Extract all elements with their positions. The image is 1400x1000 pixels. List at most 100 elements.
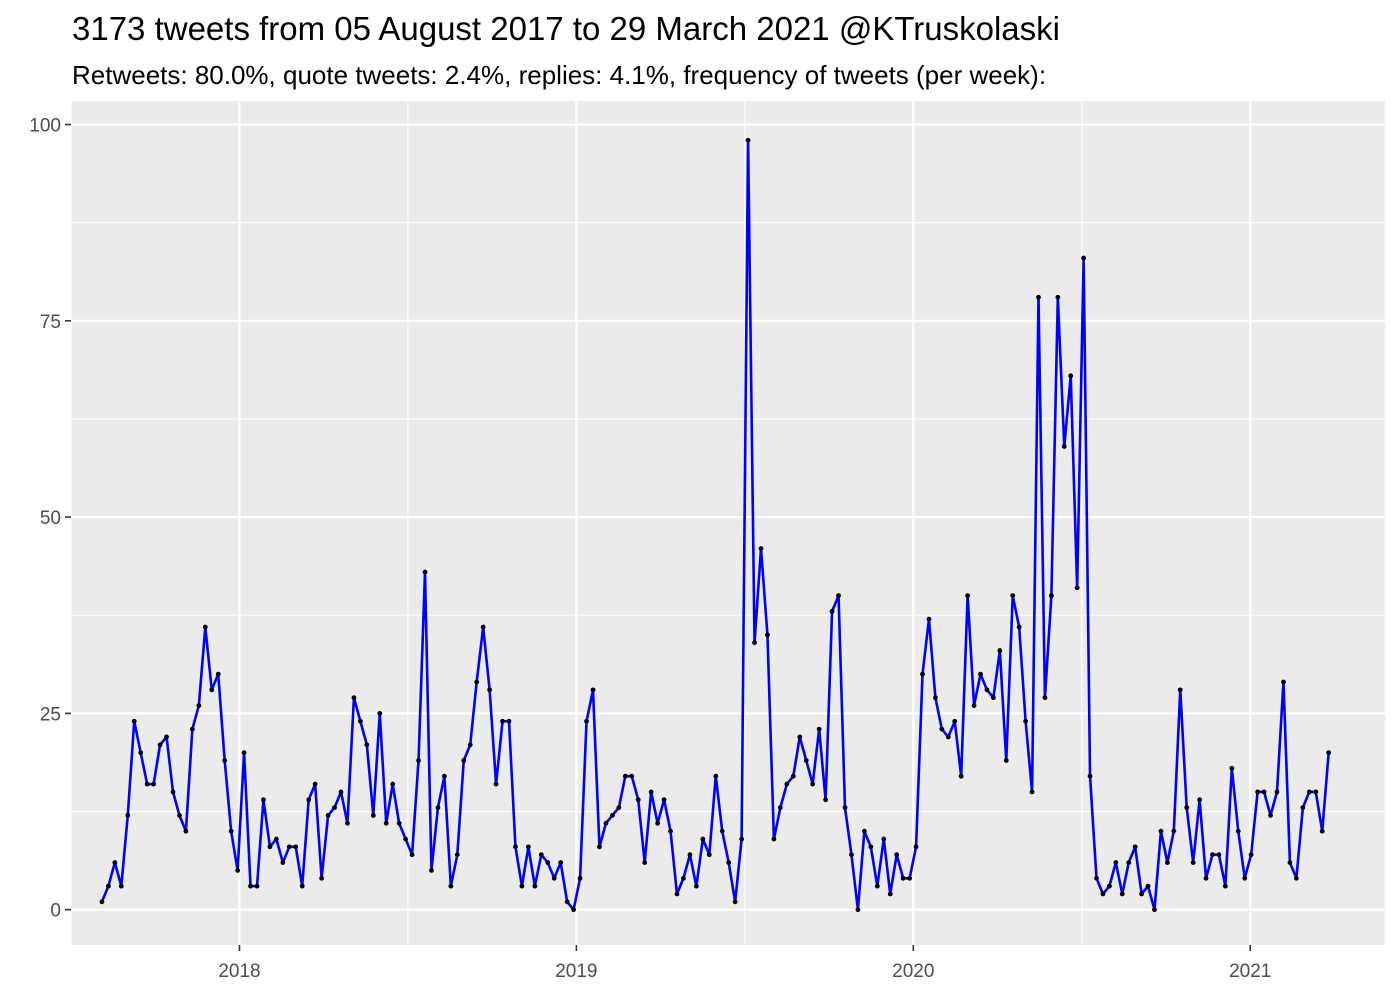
data-point bbox=[1242, 875, 1248, 881]
data-point bbox=[1023, 718, 1029, 724]
data-point bbox=[1326, 750, 1332, 756]
data-point bbox=[396, 820, 402, 826]
data-point bbox=[648, 789, 654, 795]
data-point bbox=[177, 813, 182, 818]
x-tick-label: 2019 bbox=[555, 961, 597, 982]
data-point bbox=[900, 875, 906, 881]
data-point bbox=[836, 593, 841, 599]
data-point bbox=[1010, 593, 1016, 599]
data-point bbox=[1074, 585, 1080, 591]
data-point bbox=[151, 781, 157, 787]
data-point bbox=[202, 624, 208, 630]
data-point bbox=[1197, 797, 1202, 803]
data-point bbox=[1087, 773, 1093, 779]
data-point bbox=[261, 797, 266, 803]
data-point bbox=[513, 844, 518, 850]
data-point bbox=[590, 687, 596, 693]
data-point bbox=[978, 671, 983, 677]
data-point bbox=[849, 852, 854, 858]
data-point bbox=[1287, 860, 1293, 865]
major-gridlines bbox=[71, 101, 1385, 945]
data-point bbox=[332, 805, 337, 810]
data-point bbox=[138, 750, 144, 756]
data-point bbox=[1145, 883, 1151, 889]
data-point bbox=[1119, 891, 1125, 897]
data-point bbox=[655, 820, 661, 826]
data-point bbox=[577, 875, 583, 881]
data-point bbox=[1210, 852, 1215, 858]
data-point bbox=[1235, 828, 1241, 834]
data-point bbox=[377, 710, 383, 716]
data-point bbox=[945, 734, 951, 740]
data-point bbox=[752, 640, 757, 646]
data-point bbox=[196, 703, 202, 708]
data-point bbox=[933, 695, 938, 701]
data-point bbox=[293, 844, 299, 850]
data-point bbox=[1177, 687, 1183, 693]
data-point bbox=[1081, 255, 1087, 261]
data-point bbox=[448, 883, 454, 889]
data-point bbox=[629, 773, 635, 779]
data-point bbox=[668, 828, 673, 834]
data-point bbox=[435, 805, 441, 810]
data-point bbox=[745, 137, 751, 143]
x-tick-label: 2018 bbox=[218, 961, 260, 982]
data-point bbox=[797, 734, 803, 740]
data-point bbox=[1164, 860, 1170, 865]
data-point bbox=[887, 891, 893, 897]
data-point bbox=[222, 758, 228, 763]
data-point bbox=[467, 742, 473, 748]
data-point bbox=[861, 828, 867, 834]
points-layer bbox=[99, 137, 1332, 913]
data-point bbox=[286, 844, 292, 850]
data-point bbox=[803, 758, 809, 763]
data-point bbox=[254, 883, 260, 889]
data-point bbox=[777, 805, 783, 810]
data-point bbox=[506, 718, 512, 724]
data-point bbox=[370, 813, 376, 818]
data-point bbox=[461, 758, 467, 763]
data-point bbox=[571, 907, 577, 913]
plot-panel bbox=[71, 101, 1385, 945]
minor-gridlines bbox=[70, 101, 1385, 945]
data-point bbox=[1106, 883, 1112, 889]
data-point bbox=[1152, 907, 1157, 913]
data-point bbox=[267, 844, 273, 850]
data-point bbox=[487, 687, 493, 693]
data-point bbox=[1222, 883, 1228, 889]
data-point bbox=[325, 813, 331, 818]
data-point bbox=[383, 820, 389, 826]
data-point bbox=[1281, 679, 1286, 685]
data-point bbox=[1113, 860, 1119, 865]
data-point bbox=[907, 875, 913, 881]
data-point bbox=[235, 868, 241, 873]
data-point bbox=[603, 820, 609, 826]
data-point bbox=[1042, 695, 1048, 701]
x-tick-label: 2020 bbox=[892, 961, 934, 982]
data-point bbox=[706, 852, 712, 858]
data-point bbox=[228, 828, 234, 834]
data-point bbox=[474, 679, 480, 685]
data-point bbox=[441, 773, 447, 779]
data-point bbox=[1293, 875, 1299, 881]
data-point bbox=[1319, 828, 1325, 834]
y-tick-label: 25 bbox=[40, 704, 61, 725]
data-point bbox=[700, 836, 706, 842]
data-point bbox=[732, 899, 738, 905]
data-point bbox=[500, 718, 505, 724]
data-point bbox=[299, 883, 305, 889]
data-point bbox=[842, 805, 848, 810]
data-point bbox=[99, 899, 105, 905]
data-point bbox=[538, 852, 544, 858]
data-point bbox=[991, 695, 996, 701]
data-point bbox=[823, 797, 829, 803]
data-point bbox=[189, 726, 195, 732]
chart-subtitle: Retweets: 80.0%, quote tweets: 2.4%, rep… bbox=[72, 60, 1047, 90]
data-point bbox=[1229, 765, 1235, 771]
data-point bbox=[409, 852, 415, 858]
data-point bbox=[1048, 593, 1054, 599]
data-point bbox=[687, 852, 693, 858]
data-point bbox=[1255, 789, 1261, 795]
data-point bbox=[422, 569, 428, 575]
